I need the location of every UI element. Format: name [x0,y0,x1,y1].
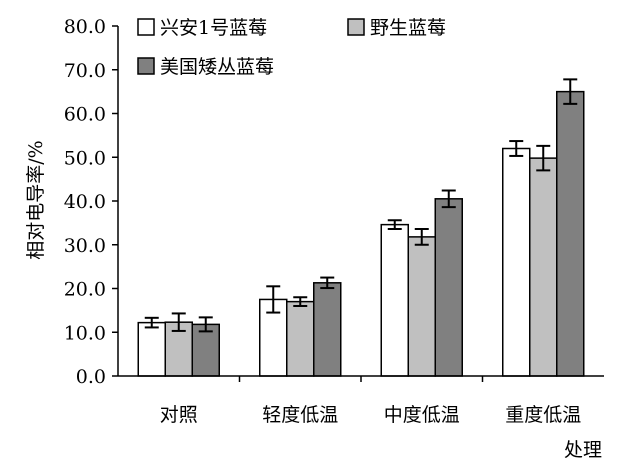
y-tick-label: 0.0 [76,366,106,388]
bar [313,282,342,377]
legend-label: 兴安1号蓝莓 [160,17,267,39]
bar [529,157,558,377]
legend-label: 美国矮丛蓝莓 [160,56,274,78]
y-tick-label: 20.0 [64,279,106,301]
x-axis-title: 处理 [564,439,602,461]
error-bars [144,78,578,333]
y-axis-title: 相对电导率/% [25,140,47,259]
y-tick-label: 50.0 [64,147,106,169]
bar [137,321,166,377]
bar [502,147,531,377]
legend-swatch [347,18,365,36]
y-tick-label: 40.0 [64,191,106,213]
y-axis-ticks: 0.0 10.0 20.0 30.0 40.0 50.0 60.0 70.0 80.0 [64,16,118,388]
x-axis-category-labels: 对照 轻度低温 中度低温 重度低温 [160,376,581,426]
x-category-label: 对照 [160,404,198,426]
y-tick-label: 10.0 [64,322,106,344]
y-tick-label: 60.0 [64,104,106,126]
legend-label: 野生蓝莓 [370,17,446,39]
y-tick-label: 30.0 [64,235,106,257]
bar [407,236,436,377]
bar [380,223,409,377]
bar [556,90,585,377]
bar [286,300,315,377]
x-category-label: 重度低温 [505,404,581,426]
x-category-label: 轻度低温 [262,404,338,426]
bars [137,90,585,377]
legend-swatch [137,57,155,75]
bar [434,198,463,377]
x-category-label: 中度低温 [384,404,460,426]
y-tick-label: 80.0 [64,16,106,38]
legend-swatch [137,18,155,36]
y-tick-label: 70.0 [64,60,106,82]
